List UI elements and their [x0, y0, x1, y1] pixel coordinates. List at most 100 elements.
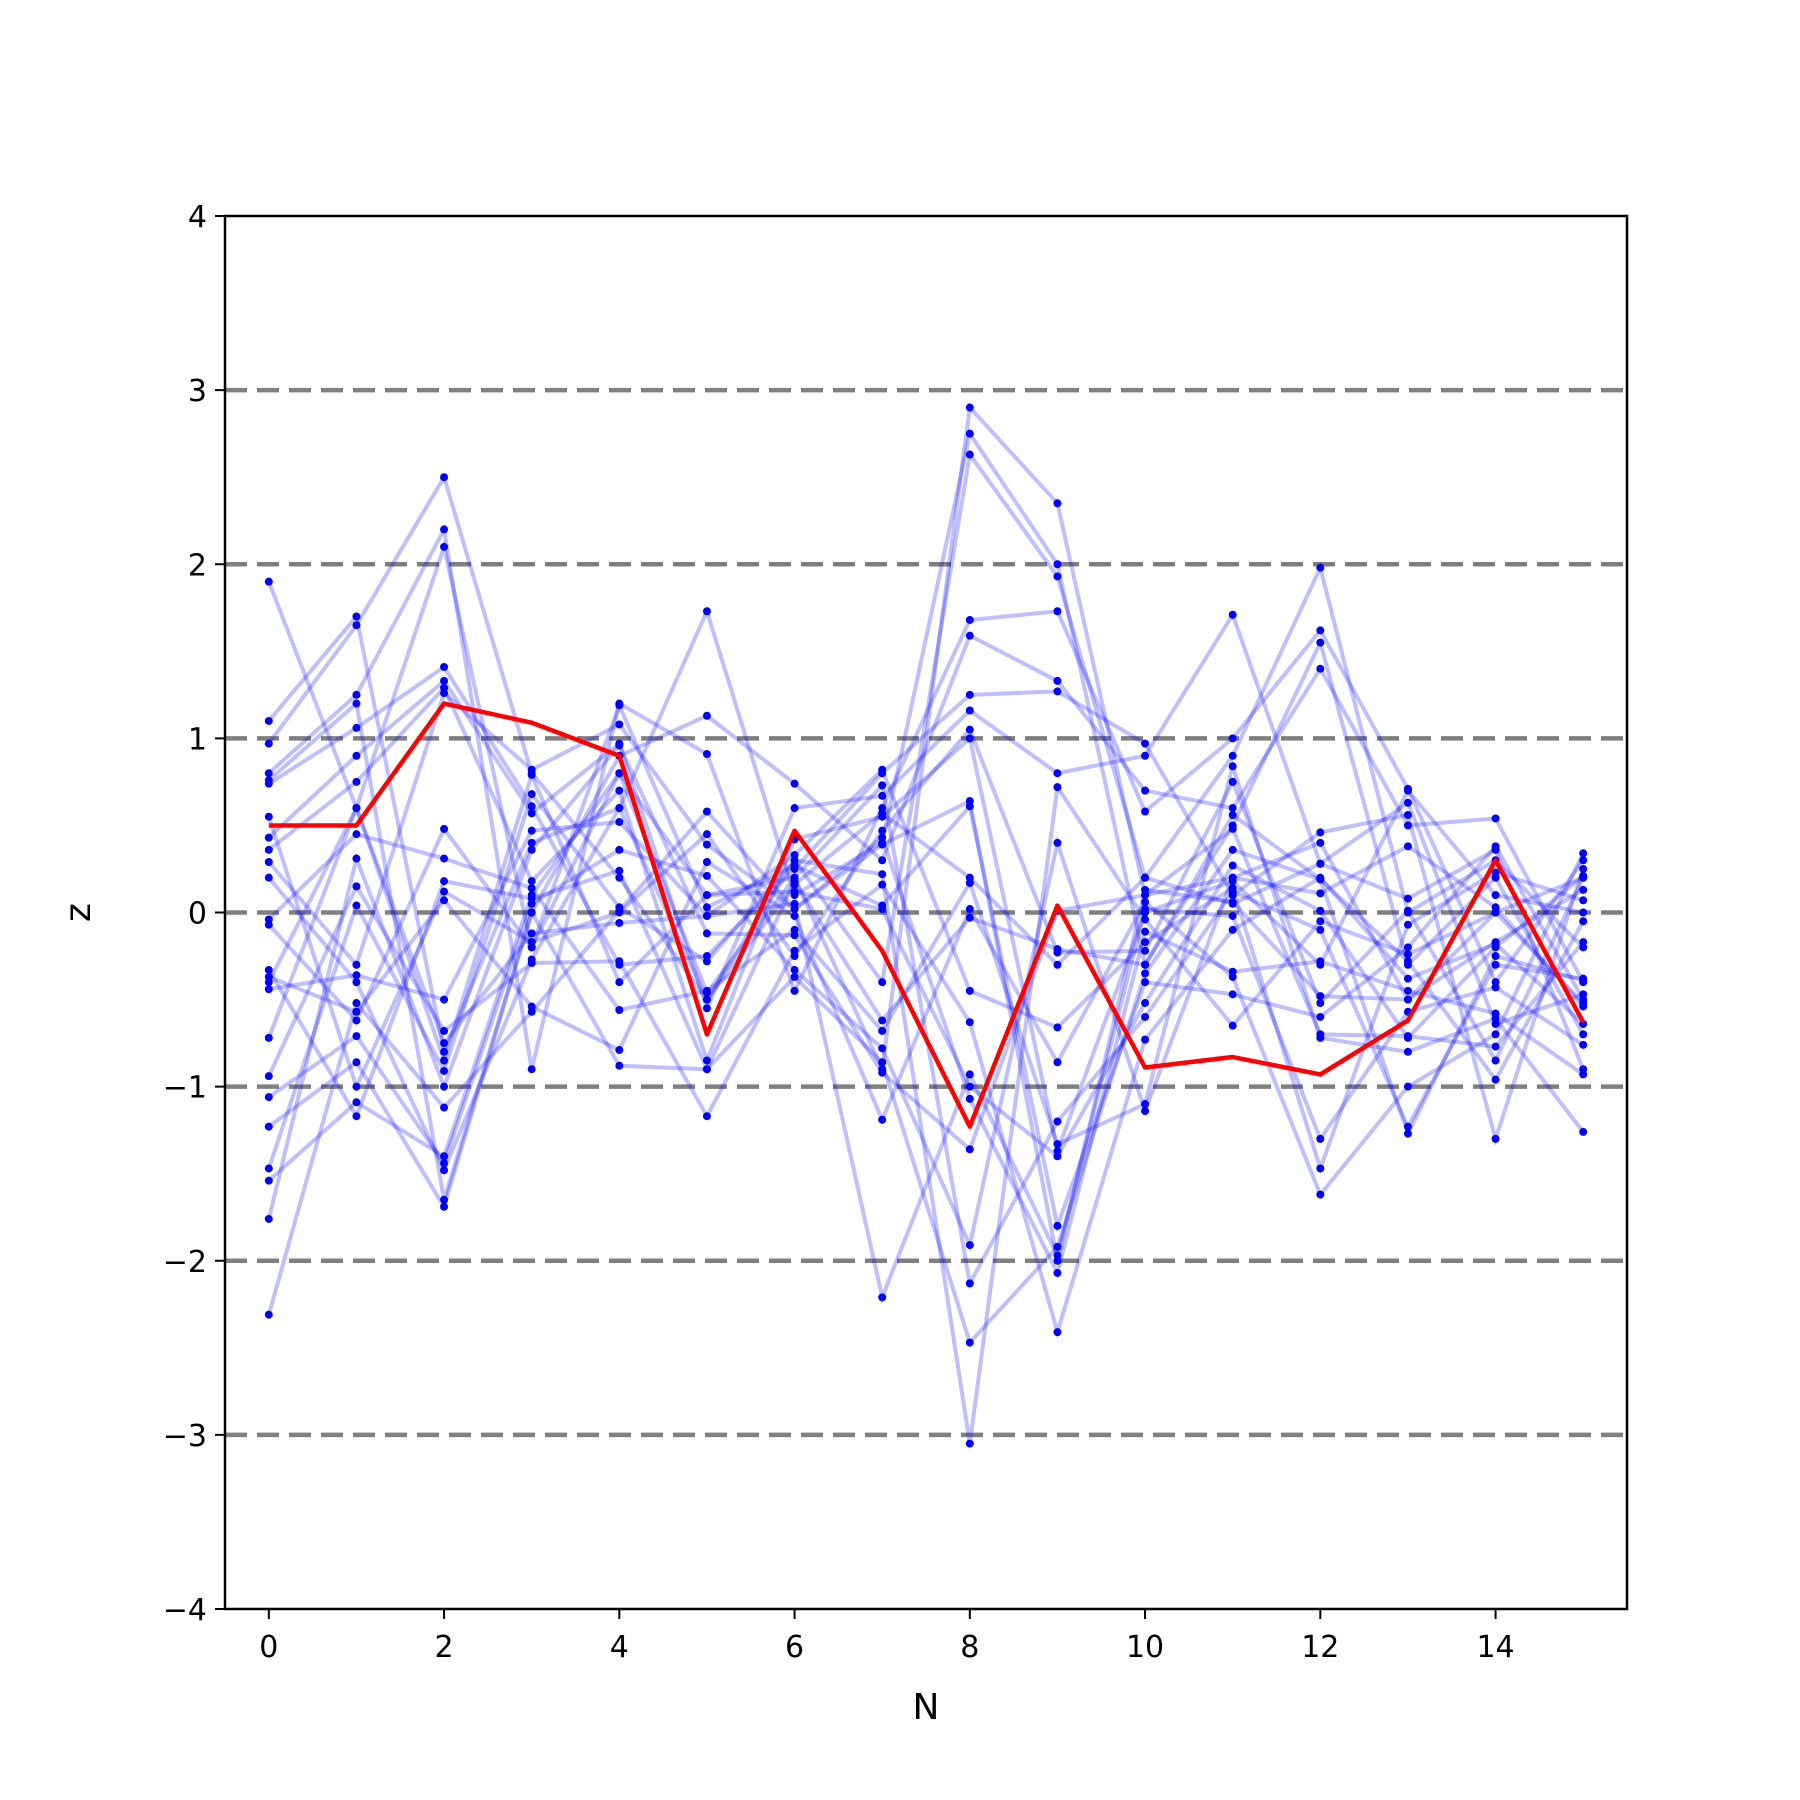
series-line — [267, 769, 1585, 1160]
series-line — [266, 808, 1585, 1316]
data-point — [352, 971, 361, 980]
data-point — [615, 769, 624, 778]
data-point — [1053, 1023, 1062, 1032]
data-point — [965, 403, 974, 412]
data-point — [878, 826, 887, 835]
data-point — [352, 723, 361, 732]
data-point — [264, 577, 273, 586]
data-point — [352, 612, 361, 621]
data-point — [440, 887, 449, 896]
data-point — [702, 1065, 711, 1074]
data-point — [440, 1195, 449, 1204]
data-point — [1141, 978, 1150, 987]
data-point — [615, 957, 624, 966]
series-line — [266, 781, 1585, 1444]
data-point — [965, 631, 974, 640]
data-point — [352, 751, 361, 760]
data-point — [440, 1103, 449, 1112]
data-point — [440, 896, 449, 905]
data-point — [1053, 1242, 1062, 1251]
data-point — [1579, 974, 1588, 983]
data-point — [1228, 1021, 1237, 1030]
data-point — [264, 965, 273, 974]
data-point — [440, 1152, 449, 1161]
data-point — [1141, 999, 1150, 1008]
data-point — [352, 1082, 361, 1091]
y-tick-label: 2 — [188, 548, 207, 583]
data-point — [1228, 845, 1237, 854]
data-point — [1403, 986, 1412, 995]
data-point — [264, 1214, 273, 1223]
data-point — [527, 1007, 536, 1016]
data-point — [878, 880, 887, 889]
data-point — [615, 786, 624, 795]
data-point — [527, 790, 536, 799]
data-point — [440, 995, 449, 1004]
data-point — [527, 955, 536, 964]
x-axis: 0 2 4 6 8 10 12 14 — [259, 1609, 1515, 1665]
data-point — [1141, 969, 1150, 978]
data-point — [1403, 995, 1412, 1004]
data-point — [965, 1338, 974, 1347]
data-point — [702, 903, 711, 912]
data-point — [352, 901, 361, 910]
data-point — [1053, 838, 1062, 847]
data-point — [264, 978, 273, 987]
x-tick-label: 4 — [610, 1630, 629, 1665]
data-point — [615, 908, 624, 917]
data-point — [1316, 626, 1325, 635]
data-point — [440, 824, 449, 833]
data-point — [878, 791, 887, 800]
data-point — [1053, 1152, 1062, 1161]
data-point — [1579, 1040, 1588, 1049]
data-point — [264, 1310, 273, 1319]
data-point — [264, 1072, 273, 1081]
data-point — [1403, 821, 1412, 830]
data-point — [1403, 842, 1412, 851]
data-point — [1141, 898, 1150, 907]
data-point — [878, 1026, 887, 1035]
data-point — [264, 915, 273, 924]
data-point — [702, 840, 711, 849]
data-point — [1053, 1328, 1062, 1337]
series-line — [266, 725, 1585, 1093]
data-point — [527, 1065, 536, 1074]
data-point — [1491, 983, 1500, 992]
x-axis-label: N — [913, 1687, 940, 1728]
highlight-series — [268, 701, 1586, 1129]
series-line — [267, 449, 1585, 1004]
data-point — [352, 1058, 361, 1067]
data-point — [790, 972, 799, 981]
data-point — [1316, 859, 1325, 868]
data-point — [527, 809, 536, 818]
data-point — [702, 1004, 711, 1013]
data-point — [264, 1093, 273, 1102]
data-point — [1141, 946, 1150, 955]
series-line — [267, 428, 1585, 1059]
data-point — [615, 817, 624, 826]
data-point — [527, 838, 536, 847]
series-line — [267, 610, 1586, 1070]
data-point — [1579, 1127, 1588, 1136]
data-point — [1491, 842, 1500, 851]
data-point — [878, 840, 887, 849]
data-point — [878, 905, 887, 914]
background-series — [264, 403, 1588, 1448]
data-point — [1228, 861, 1237, 870]
data-point — [1141, 938, 1150, 947]
data-point — [264, 1176, 273, 1185]
data-point — [1579, 864, 1588, 873]
data-point — [790, 856, 799, 865]
data-point — [702, 750, 711, 759]
data-point — [1579, 856, 1588, 865]
data-point — [702, 891, 711, 900]
data-point — [615, 720, 624, 729]
data-point — [352, 1032, 361, 1041]
data-point — [878, 870, 887, 879]
data-point — [527, 826, 536, 835]
data-point — [1053, 499, 1062, 508]
data-point — [440, 1039, 449, 1048]
data-point — [1403, 798, 1412, 807]
data-point — [1579, 1030, 1588, 1039]
y-tick-label: 3 — [188, 374, 207, 409]
